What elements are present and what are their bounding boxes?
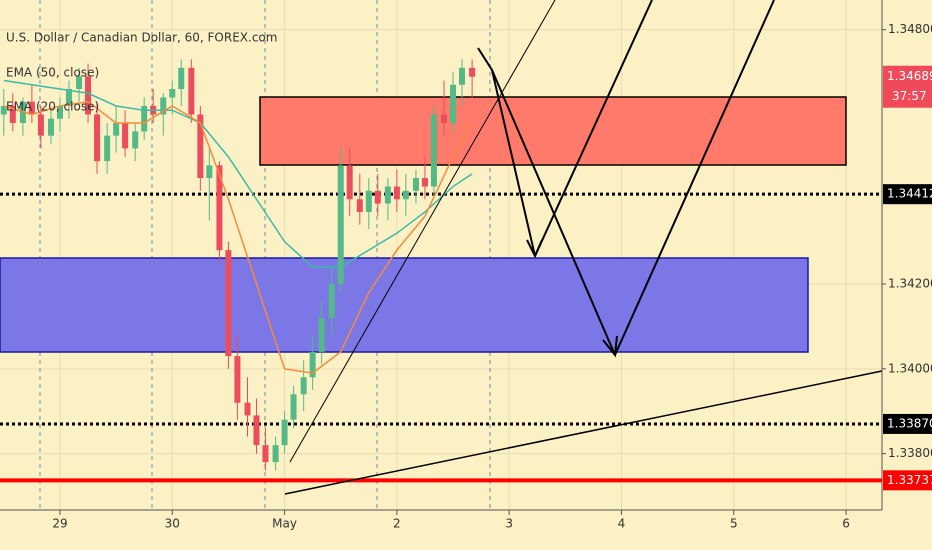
candle-body — [253, 415, 260, 446]
candle-body — [225, 250, 232, 357]
candle-body — [393, 186, 400, 200]
candle-body — [104, 135, 111, 162]
candle-body — [469, 67, 476, 77]
levels — [0, 192, 882, 483]
x-tick-label: 4 — [618, 517, 626, 531]
candle-body — [234, 356, 241, 403]
candle-body — [122, 122, 129, 149]
drawings — [284, 0, 883, 495]
candle-body — [328, 284, 335, 318]
y-tick-label: 1.33800 — [888, 446, 932, 460]
candle-body — [430, 114, 437, 187]
x-tick-label: 6 — [842, 517, 850, 531]
legend-entry: EMA (20, close) — [6, 100, 99, 114]
marks — [0, 59, 476, 471]
legend-entry: EMA (50, close) — [6, 66, 99, 80]
trendline — [284, 370, 883, 495]
countdown: 37:57 — [892, 89, 927, 103]
projection-line — [614, 0, 775, 356]
resistance-zone — [259, 96, 847, 166]
candle-body — [244, 402, 251, 416]
candle-body — [197, 114, 204, 179]
candle-body — [47, 118, 54, 136]
x-tick-label: 2 — [393, 517, 401, 531]
x-tick-label: 29 — [52, 517, 67, 531]
projection-line — [534, 0, 653, 257]
candle-body — [188, 67, 195, 115]
candle-body — [206, 165, 213, 179]
candle-body — [412, 178, 419, 191]
level-tag — [883, 413, 932, 434]
level-label: 1.34412 — [887, 187, 932, 201]
x-tick-label: 5 — [730, 517, 738, 531]
candle-body — [300, 377, 307, 395]
x-tick-label: 3 — [505, 517, 513, 531]
candle-body — [9, 105, 16, 123]
level-label: 1.33737 — [887, 473, 932, 487]
candle-body — [402, 190, 409, 200]
y-tick-label: 1.34000 — [888, 361, 932, 375]
candle-body — [421, 178, 428, 187]
candle-body — [281, 419, 288, 446]
last-price-tag — [883, 65, 932, 108]
candle-body — [94, 114, 101, 162]
candle-body — [178, 67, 185, 90]
candle-body — [76, 76, 83, 90]
candle-body — [290, 394, 297, 420]
candle-body — [262, 445, 269, 463]
candle-body — [309, 351, 316, 378]
candle-body — [65, 89, 72, 106]
candle-body — [160, 97, 167, 115]
candle-body — [0, 105, 7, 115]
candle-body — [141, 105, 148, 132]
candle-body — [37, 114, 44, 136]
x-tick-label: 30 — [165, 517, 180, 531]
chart-title: U.S. Dollar / Canadian Dollar, 60, FOREX… — [6, 31, 277, 45]
projection-arrow — [491, 69, 616, 356]
candle-body — [450, 84, 457, 123]
level-label: 1.33870 — [887, 416, 932, 430]
candle-body — [384, 186, 391, 204]
last-price-label: 1.34689 — [887, 69, 932, 83]
candle-body — [85, 76, 92, 115]
candle-body — [216, 165, 223, 251]
x-tick-label: May — [272, 517, 297, 531]
candle-body — [441, 114, 448, 123]
candle-body — [132, 131, 139, 149]
candle-body — [374, 190, 381, 204]
candle-body — [272, 445, 279, 463]
ema-line — [3, 100, 473, 374]
level-tag — [883, 470, 932, 491]
candle-body — [28, 101, 35, 115]
support-zone — [0, 257, 809, 353]
candle-body — [318, 317, 325, 352]
candle-body — [346, 165, 353, 200]
trendline — [289, 0, 556, 463]
candle-body — [365, 190, 372, 212]
candle-body — [356, 199, 363, 212]
candle-body — [459, 67, 465, 85]
candle-body — [169, 89, 176, 98]
candle-body — [56, 105, 63, 119]
level-tag — [883, 184, 932, 205]
ema-line — [3, 79, 473, 268]
y-tick-label: 1.34200 — [888, 277, 932, 291]
axis-labels: 29 30 May 2 3 4 5 6 1.34800 1.34200 1.34000 1.33800… — [52, 22, 932, 531]
candle-body — [113, 122, 120, 136]
y-tick-label: 1.34800 — [888, 22, 932, 36]
candle-body — [337, 165, 344, 285]
